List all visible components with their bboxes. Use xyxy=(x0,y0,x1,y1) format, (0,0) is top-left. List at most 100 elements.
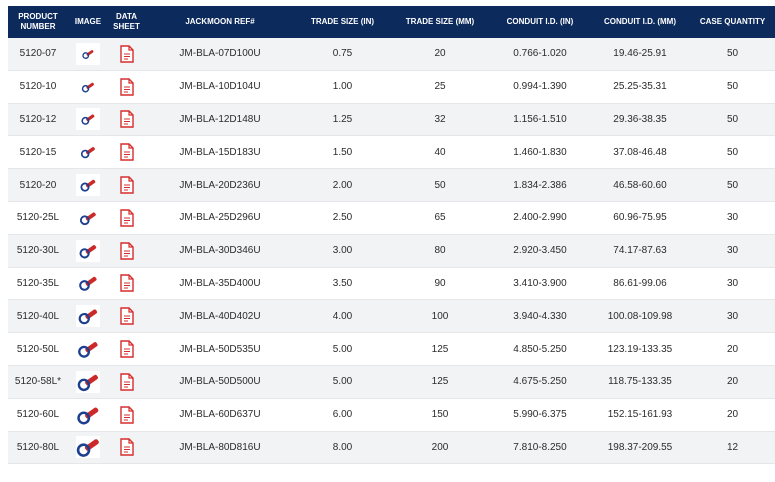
product-image-cell[interactable] xyxy=(68,299,108,334)
product-thumbnail-icon[interactable] xyxy=(76,75,100,98)
conduit-id-mm-cell: 60.96-75.95 xyxy=(590,201,690,235)
data-sheet-cell[interactable] xyxy=(108,135,145,170)
conduit-id-in-cell: 5.990-6.375 xyxy=(490,398,590,432)
jackmoon-ref-cell: JM-BLA-35D400U xyxy=(145,267,295,301)
pdf-icon[interactable] xyxy=(119,110,135,129)
product-image-cell[interactable] xyxy=(68,365,108,399)
conduit-id-in-cell: 0.994-1.390 xyxy=(490,70,590,104)
header-case-quantity: CASE QUANTITY xyxy=(690,6,775,38)
trade-size-mm-cell: 90 xyxy=(390,267,490,301)
product-thumbnail-icon[interactable] xyxy=(76,42,100,65)
pdf-icon[interactable] xyxy=(119,241,135,260)
pdf-icon[interactable] xyxy=(119,438,135,457)
table-row: 5120-50L JM-BLA-50D535U 5.00 125 4.850-5.250… xyxy=(8,332,775,366)
jackmoon-ref-cell: JM-BLA-50D500U xyxy=(145,365,295,399)
product-image-cell[interactable] xyxy=(68,234,108,268)
product-image-cell[interactable] xyxy=(68,267,108,301)
conduit-id-in-cell: 7.810-8.250 xyxy=(490,431,590,465)
product-image-cell[interactable] xyxy=(68,201,108,235)
table-row: 5120-35L JM-BLA-35D400U 3.50 90 3.410-3.900 8… xyxy=(8,267,775,301)
pdf-icon[interactable] xyxy=(119,405,135,424)
data-sheet-cell[interactable] xyxy=(108,299,145,334)
data-sheet-cell[interactable] xyxy=(108,332,145,366)
product-number-cell: 5120-35L xyxy=(8,267,68,301)
product-image-cell[interactable] xyxy=(68,332,108,366)
conduit-id-mm-cell: 86.61-99.06 xyxy=(590,267,690,301)
product-image-cell[interactable] xyxy=(68,38,108,71)
trade-size-in-cell: 2.50 xyxy=(295,201,390,235)
data-sheet-cell[interactable] xyxy=(108,234,145,268)
pdf-icon[interactable] xyxy=(119,307,135,325)
pdf-icon[interactable] xyxy=(119,45,135,63)
data-sheet-cell[interactable] xyxy=(108,168,145,202)
data-sheet-cell[interactable] xyxy=(108,201,145,235)
product-image-cell[interactable] xyxy=(68,103,108,137)
data-sheet-cell[interactable] xyxy=(108,70,145,104)
trade-size-mm-cell: 32 xyxy=(390,103,490,137)
product-thumbnail-icon[interactable] xyxy=(76,403,100,426)
data-sheet-cell[interactable] xyxy=(108,103,145,137)
table-row: 5120-80L JM-BLA-80D816U 8.00 200 7.810-8.250… xyxy=(8,431,775,465)
product-thumbnail-icon[interactable] xyxy=(76,206,100,229)
table-row: 5120-30L JM-BLA-30D346U 3.00 80 2.920-3.450 7… xyxy=(8,234,775,268)
case-quantity-cell: 30 xyxy=(690,299,775,334)
product-number-cell: 5120-07 xyxy=(8,38,68,71)
product-image-cell[interactable] xyxy=(68,135,108,170)
conduit-id-mm-cell: 118.75-133.35 xyxy=(590,365,690,399)
pdf-icon[interactable] xyxy=(119,209,135,227)
conduit-id-in-cell: 2.920-3.450 xyxy=(490,234,590,268)
pdf-icon[interactable] xyxy=(119,143,135,161)
product-thumbnail-icon[interactable] xyxy=(76,338,100,361)
trade-size-mm-cell: 100 xyxy=(390,299,490,334)
data-sheet-cell[interactable] xyxy=(108,267,145,301)
case-quantity-cell: 20 xyxy=(690,365,775,399)
jackmoon-ref-cell: JM-BLA-60D637U xyxy=(145,398,295,432)
pdf-icon[interactable] xyxy=(119,176,135,194)
trade-size-mm-cell: 25 xyxy=(390,70,490,104)
pdf-icon[interactable] xyxy=(119,274,135,293)
product-thumbnail-icon[interactable] xyxy=(76,108,100,131)
product-thumbnail-icon[interactable] xyxy=(76,436,100,459)
data-sheet-cell[interactable] xyxy=(108,398,145,432)
header-data-sheet: DATA SHEET xyxy=(108,6,145,38)
trade-size-in-cell: 1.25 xyxy=(295,103,390,137)
header-trade-size-mm: TRADE SIZE (MM) xyxy=(390,6,490,38)
product-number-cell: 5120-20 xyxy=(8,168,68,202)
table-row: 5120-07 JM-BLA-07D100U 0.75 20 0.766-1.020 19… xyxy=(8,38,775,71)
product-thumbnail-icon[interactable] xyxy=(76,141,100,164)
product-thumbnail-icon[interactable] xyxy=(76,305,100,328)
header-jackmoon-ref: JACKMOON REF# xyxy=(145,6,295,38)
product-image-cell[interactable] xyxy=(68,398,108,432)
trade-size-mm-cell: 20 xyxy=(390,38,490,71)
product-image-cell[interactable] xyxy=(68,70,108,104)
conduit-id-mm-cell: 152.15-161.93 xyxy=(590,398,690,432)
product-thumbnail-icon[interactable] xyxy=(76,239,100,262)
table-row: 5120-12 JM-BLA-12D148U 1.25 32 1.156-1.510 29… xyxy=(8,103,775,137)
case-quantity-cell: 30 xyxy=(690,234,775,268)
conduit-id-in-cell: 1.834-2.386 xyxy=(490,168,590,202)
product-thumbnail-icon[interactable] xyxy=(76,370,100,393)
conduit-id-mm-cell: 37.08-46.48 xyxy=(590,135,690,170)
trade-size-in-cell: 5.00 xyxy=(295,365,390,399)
product-image-cell[interactable] xyxy=(68,431,108,465)
header-trade-size-in: TRADE SIZE (IN) xyxy=(295,6,390,38)
data-sheet-cell[interactable] xyxy=(108,431,145,465)
product-image-cell[interactable] xyxy=(68,168,108,202)
product-table: PRODUCT NUMBER IMAGE DATA SHEET JACKMOON… xyxy=(8,6,775,465)
product-number-cell: 5120-12 xyxy=(8,103,68,137)
pdf-icon[interactable] xyxy=(119,77,135,96)
product-number-cell: 5120-60L xyxy=(8,398,68,432)
data-sheet-cell[interactable] xyxy=(108,365,145,399)
pdf-icon[interactable] xyxy=(119,373,135,391)
trade-size-mm-cell: 80 xyxy=(390,234,490,268)
header-product-number: PRODUCT NUMBER xyxy=(8,6,68,38)
pdf-icon[interactable] xyxy=(119,340,135,358)
conduit-id-in-cell: 3.940-4.330 xyxy=(490,299,590,334)
table-row: 5120-58L* JM-BLA-50D500U 5.00 125 4.675-5.25… xyxy=(8,365,775,399)
conduit-id-mm-cell: 100.08-109.98 xyxy=(590,299,690,334)
product-thumbnail-icon[interactable] xyxy=(76,174,100,197)
product-thumbnail-icon[interactable] xyxy=(76,272,100,295)
conduit-id-mm-cell: 29.36-38.35 xyxy=(590,103,690,137)
jackmoon-ref-cell: JM-BLA-12D148U xyxy=(145,103,295,137)
data-sheet-cell[interactable] xyxy=(108,38,145,71)
